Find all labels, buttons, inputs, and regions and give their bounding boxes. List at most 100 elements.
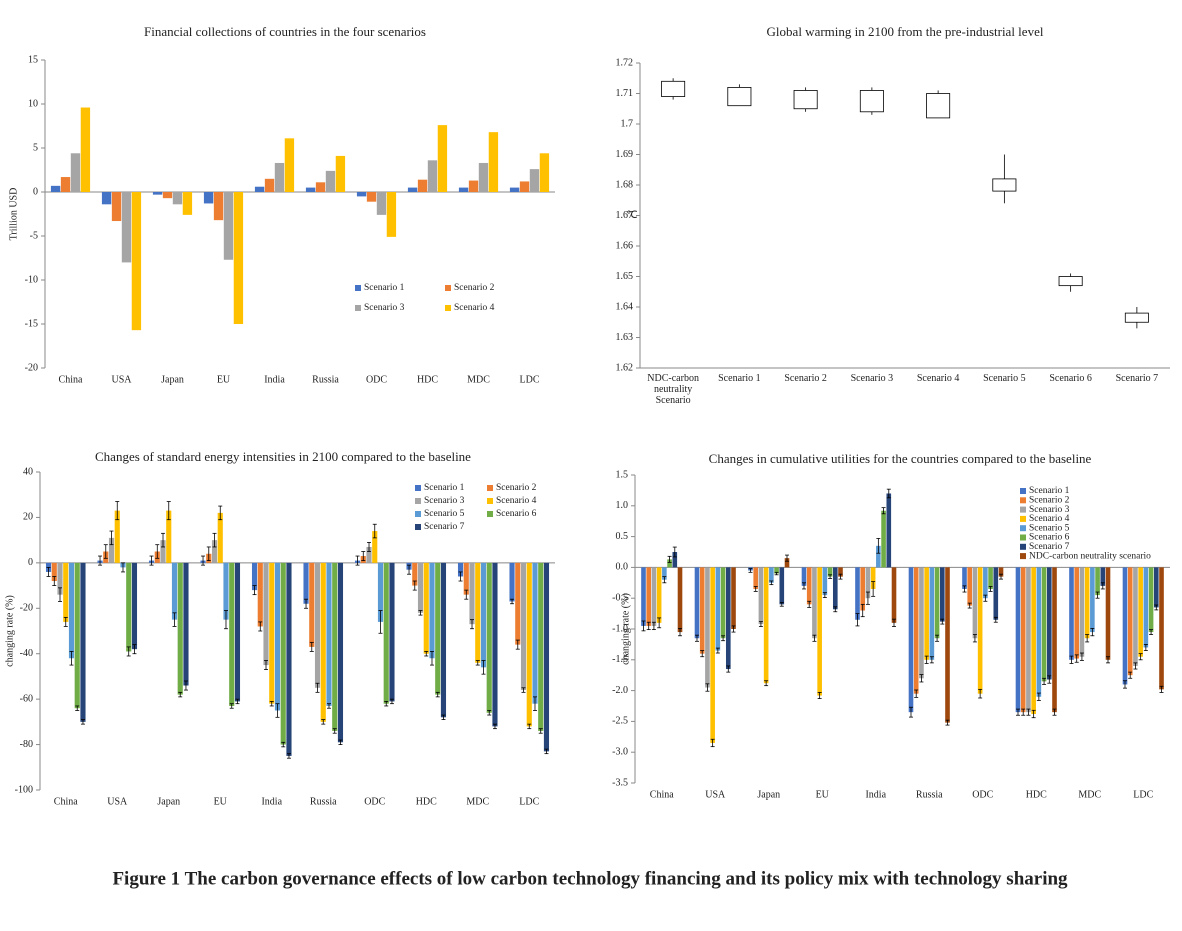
error-bar [435,691,440,698]
error-bar [178,691,183,698]
bar [412,562,418,586]
error-bar [945,719,950,726]
error-bar [1047,675,1052,684]
error-bar [69,651,74,666]
bar [51,562,57,582]
bar [234,562,241,702]
error-bar [646,621,651,631]
bar [667,559,672,568]
bar [1041,567,1047,682]
error-bar [978,688,983,699]
bar [160,540,166,563]
bar [108,537,115,563]
bar [1026,567,1031,713]
error-bar [1036,692,1041,701]
error-bar [172,612,177,627]
legend-label: Scenario 6 [1029,533,1070,543]
y-tick-label: -15 [25,318,38,329]
box [793,90,818,110]
bar [543,562,550,752]
error-bar [538,728,543,734]
y-tick-label: 0.0 [616,562,629,573]
error-bar [183,680,188,691]
error-bar [275,703,280,718]
y-tick-label: -2.5 [612,716,628,727]
x-tick-label: MDC [466,796,489,807]
figure-caption: Figure 1 The carbon governance effects o… [112,868,1068,889]
y-tick-label: -5 [30,230,38,241]
bar [274,562,281,711]
bar [1052,567,1057,713]
bar [372,531,378,563]
legend-swatch [1020,525,1026,532]
legend-swatch [1020,543,1026,550]
x-tick-label: LDC [520,374,540,385]
bar [203,192,214,204]
bar [539,153,550,192]
bar [407,187,418,192]
error-bar [252,585,257,596]
legend-swatch [1020,515,1026,522]
error-bar [75,705,80,711]
bar [162,192,173,199]
legend-label: Scenario 4 [1029,514,1070,524]
x-tick-label: MDC [1078,789,1101,800]
bar [468,180,479,192]
x-tick-label-text: Scenario 5 [983,373,1026,384]
x-tick-label: China [54,796,78,807]
box [727,87,752,107]
error-bar [1021,708,1026,716]
error-bar [161,532,166,548]
error-bar [651,621,656,631]
error-bar [817,692,822,700]
error-bar [801,582,806,590]
x-tick-label: Japan [157,796,180,807]
bar [74,562,80,709]
bar [962,567,967,589]
bar [509,187,520,192]
bar [672,552,678,568]
bar [469,562,475,625]
legend-label: Scenario 5 [424,509,465,519]
bar [924,567,929,660]
error-bar [876,538,881,554]
error-bar [833,606,838,613]
error-bar [694,634,699,642]
y-tick-label: 20 [23,512,33,523]
error-bar [120,562,125,573]
bar [50,185,61,192]
error-bar [201,555,206,566]
error-bar [785,554,790,562]
error-bar [678,627,683,637]
error-bar [983,594,988,602]
y-tick-label: 1.64 [616,301,634,312]
error-bar [1085,634,1090,643]
y-tick-label: -1.5 [612,654,628,665]
y-tick-label: -40 [20,648,33,659]
bar [919,567,924,679]
box [1124,312,1149,323]
x-tick-label: LDC [1133,789,1153,800]
y-tick-label: -100 [15,784,33,795]
bar [1095,567,1100,596]
bar [63,562,69,622]
error-bar [1042,677,1047,685]
x-tick-label: Scenario 6 [1049,373,1092,384]
x-tick-label: Scenario 4 [917,373,960,384]
bar [817,567,822,696]
bar [437,125,448,192]
bar [386,192,397,237]
error-bar [940,618,945,625]
error-bar [822,592,827,598]
bar [939,567,945,622]
error-bar [458,571,463,582]
chart-title: Changes of standard energy intensities i… [95,449,471,464]
bar [763,567,769,684]
error-bar [700,650,705,658]
error-bar [705,683,710,692]
bar [725,567,731,670]
error-bar [1159,685,1164,693]
y-tick-label: -10 [25,274,38,285]
bar [377,562,384,622]
